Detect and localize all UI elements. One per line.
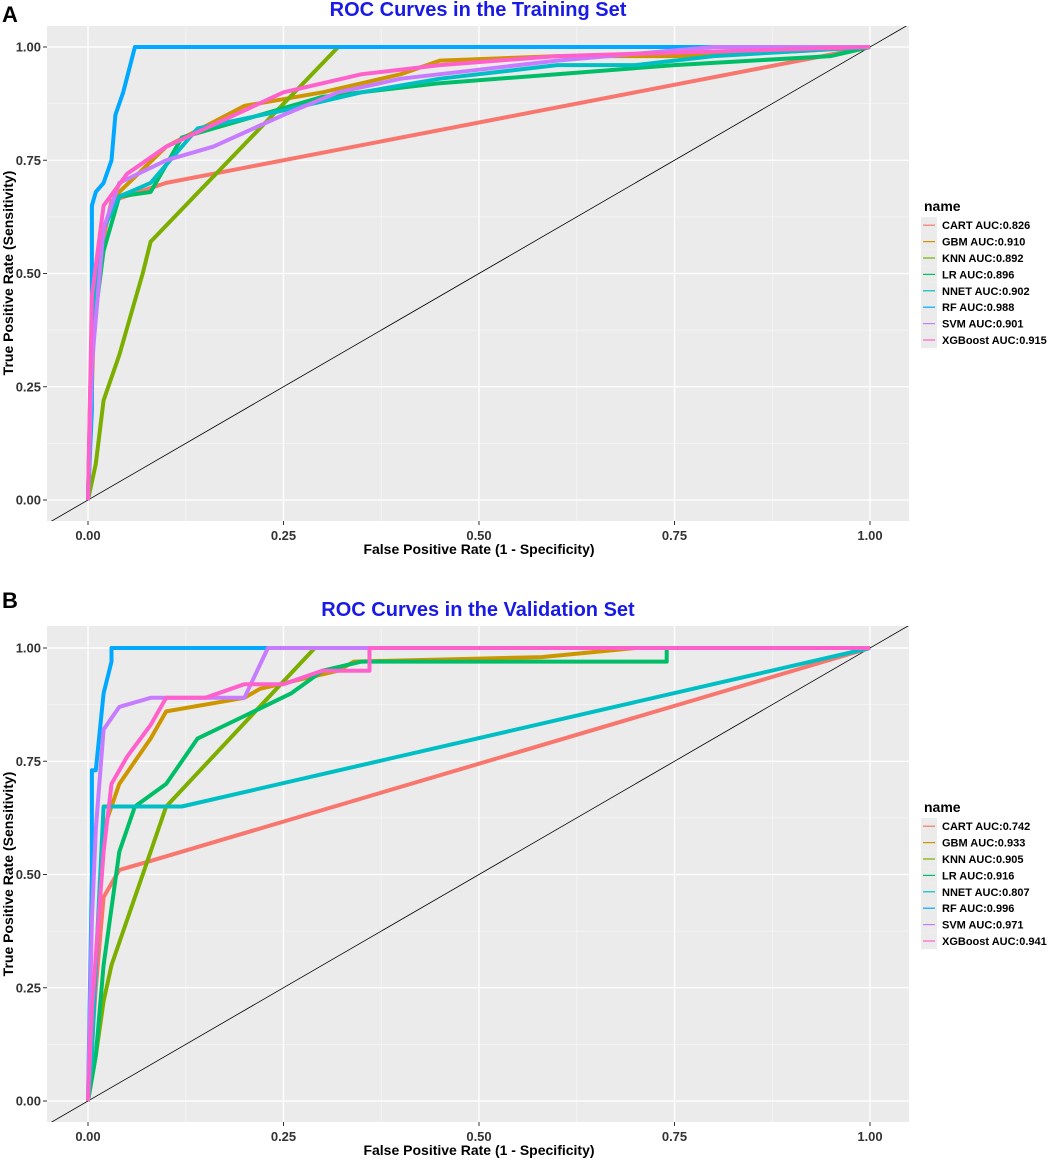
- legend-item: GBM AUC:0.933: [921, 834, 1025, 851]
- legend-item: RF AUC:0.996: [921, 900, 1014, 917]
- legend-label: RF AUC:0.988: [942, 302, 1014, 314]
- y-tick-label: 0.00: [16, 493, 41, 508]
- legend-label: XGBoost AUC:0.941: [942, 936, 1047, 948]
- legend-label: GBM AUC:0.933: [942, 838, 1025, 850]
- x-tick-label: 1.00: [857, 1129, 882, 1144]
- roc-line-xgboost: [86, 45, 871, 501]
- legend-label: SVM AUC:0.901: [942, 319, 1024, 331]
- roc-line-rf: [86, 45, 870, 501]
- roc-panel-b: B ROC Curves in the Validation Set 0.00 0.2…: [0, 588, 1047, 1158]
- y-tick-label: 0.50: [16, 867, 41, 882]
- x-axis-label: False Positive Rate (1 - Specificity): [363, 1142, 594, 1158]
- legend-item: KNN AUC:0.905: [921, 850, 1024, 868]
- roc-line-rf: [86, 646, 870, 1102]
- y-tick-label: 0.25: [16, 980, 41, 995]
- roc-line-xgboost: [86, 646, 870, 1102]
- panel-letter: B: [2, 588, 18, 613]
- legend: name CART AUC:0.826 GBM AUC:0.910 KNN AUC:0…: [921, 198, 1047, 349]
- roc-line-lr: [86, 646, 870, 1102]
- legend-label: RF AUC:0.996: [942, 903, 1014, 915]
- roc-panel-a: A ROC Curves in the Training Set 0.00 0.25 0…: [0, 0, 1047, 557]
- legend-label: KNN AUC:0.905: [942, 854, 1024, 866]
- chart-title: ROC Curves in the Training Set: [330, 0, 627, 21]
- x-tick-label: 0.75: [662, 528, 687, 543]
- legend-item: NNET AUC:0.902: [921, 282, 1030, 299]
- reference-diagonal: [50, 626, 909, 1122]
- x-tick-label: 0.00: [75, 528, 100, 543]
- y-tick-label: 1.00: [16, 40, 41, 55]
- legend-label: XGBoost AUC:0.915: [942, 335, 1047, 347]
- reference-diagonal: [50, 26, 908, 521]
- legend-title: name: [924, 799, 961, 815]
- y-tick-label: 0.25: [16, 379, 41, 394]
- legend-item: CART AUC:0.826: [921, 217, 1030, 234]
- legend-label: NNET AUC:0.807: [942, 887, 1030, 899]
- roc-line-svm: [86, 45, 870, 501]
- y-tick-label: 0.75: [16, 153, 41, 168]
- legend-item: GBM AUC:0.910: [921, 233, 1025, 250]
- x-tick-label: 1.00: [857, 528, 882, 543]
- legend-item: NNET AUC:0.807: [921, 883, 1030, 900]
- roc-line-knn: [86, 45, 870, 501]
- data-layer: [50, 626, 909, 1122]
- legend-item: CART AUC:0.742: [921, 818, 1030, 835]
- x-tick-label: 0.75: [662, 1129, 687, 1144]
- legend-item: LR AUC:0.916: [921, 867, 1014, 884]
- panel-letter: A: [2, 2, 18, 27]
- y-axis-label: True Positive Rate (Sensitivity): [0, 772, 16, 977]
- legend-label: KNN AUC:0.892: [942, 253, 1024, 265]
- x-tick-label: 0.25: [271, 528, 296, 543]
- y-tick-label: 0.50: [16, 266, 41, 281]
- legend-item: RF AUC:0.988: [921, 299, 1014, 316]
- x-tick-label: 0.50: [466, 528, 491, 543]
- legend-item: LR AUC:0.896: [921, 266, 1014, 283]
- x-tick-label: 0.50: [466, 1129, 491, 1144]
- y-axis-label: True Positive Rate (Sensitivity): [0, 171, 16, 376]
- data-layer: [50, 26, 908, 521]
- legend-label: GBM AUC:0.910: [942, 237, 1025, 249]
- legend-label: CART AUC:0.742: [942, 821, 1030, 833]
- legend-label: LR AUC:0.916: [942, 870, 1014, 882]
- legend-label: LR AUC:0.896: [942, 269, 1014, 281]
- legend-item: SVM AUC:0.901: [921, 315, 1024, 332]
- roc-line-svm: [86, 646, 870, 1102]
- x-tick-label: 0.25: [271, 1129, 296, 1144]
- chart-title: ROC Curves in the Validation Set: [321, 599, 635, 621]
- y-tick-label: 1.00: [16, 641, 41, 656]
- x-axis-label: False Positive Rate (1 - Specificity): [363, 541, 594, 557]
- legend-item: KNN AUC:0.892: [921, 249, 1024, 267]
- legend-label: NNET AUC:0.902: [942, 286, 1030, 298]
- legend-title: name: [924, 198, 961, 214]
- legend: name CART AUC:0.742 GBM AUC:0.933 KNN AUC:0…: [921, 799, 1047, 950]
- legend-item: SVM AUC:0.971: [921, 916, 1024, 933]
- x-tick-label: 0.00: [75, 1129, 100, 1144]
- y-tick-label: 0.00: [16, 1094, 41, 1109]
- legend-item: XGBoost AUC:0.915: [921, 331, 1047, 349]
- legend-label: SVM AUC:0.971: [942, 920, 1024, 932]
- y-tick-label: 0.75: [16, 754, 41, 769]
- legend-item: XGBoost AUC:0.941: [921, 932, 1047, 950]
- legend-label: CART AUC:0.826: [942, 220, 1030, 232]
